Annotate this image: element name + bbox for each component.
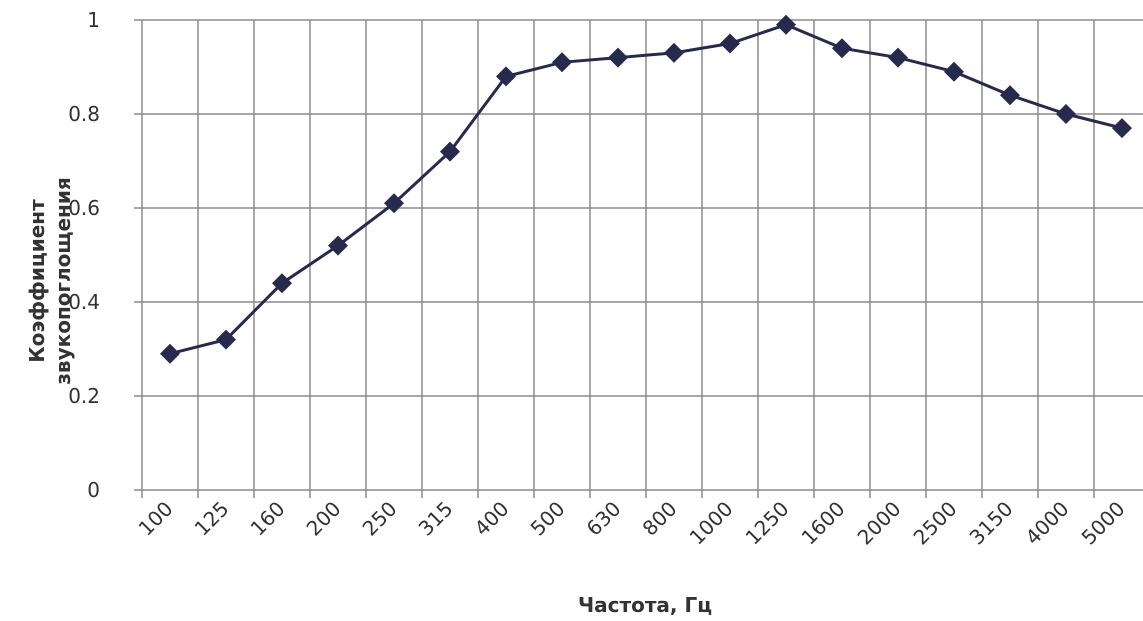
marker — [608, 47, 628, 68]
y-tick-label: 0 — [87, 478, 100, 502]
marker — [944, 61, 964, 82]
x-tick-label: 2000 — [853, 497, 906, 550]
y-tick-label: 0.2 — [68, 384, 100, 408]
x-tick-label: 400 — [470, 497, 514, 541]
x-axis-label: Частота, Гц — [578, 593, 712, 617]
x-tick-label: 2500 — [909, 497, 962, 550]
x-tick-label: 500 — [526, 497, 570, 541]
marker — [328, 235, 348, 256]
x-tick-label: 800 — [638, 497, 682, 541]
marker — [1112, 118, 1132, 139]
x-tick-label: 1250 — [741, 497, 794, 550]
marker — [776, 14, 796, 35]
marker — [496, 66, 516, 87]
x-tick-label: 100 — [134, 497, 178, 541]
x-tick-label: 160 — [246, 497, 290, 541]
x-tick-label: 3150 — [965, 497, 1018, 550]
line — [169, 23, 1123, 356]
y-tick-label: 1 — [87, 8, 100, 32]
y-tick-label: 0.6 — [68, 196, 100, 220]
marker — [384, 193, 404, 214]
marker — [832, 38, 852, 59]
x-tick-label: 630 — [582, 497, 626, 541]
y-axis-label: Коэффициент звукопоглощения — [25, 177, 75, 385]
marker — [440, 141, 460, 162]
x-tick-label: 200 — [302, 497, 346, 541]
marker — [888, 47, 908, 68]
marker — [272, 273, 292, 294]
marker — [160, 343, 180, 364]
x-tick-label: 250 — [358, 497, 402, 541]
y-tick-label: 0.4 — [68, 290, 100, 314]
x-tick-label: 5000 — [1077, 497, 1130, 550]
x-tick-label: 1000 — [685, 497, 738, 550]
x-tick-label: 1600 — [797, 497, 850, 550]
marker — [1000, 85, 1020, 106]
x-tick-label: 315 — [414, 497, 458, 541]
y-tick-label: 0.8 — [68, 102, 100, 126]
marker — [664, 42, 684, 63]
marker — [720, 33, 740, 54]
marker — [216, 329, 236, 350]
marker — [1056, 104, 1076, 124]
x-tick-label: 125 — [190, 497, 234, 541]
marker — [552, 52, 572, 73]
x-tick-label: 4000 — [1021, 497, 1074, 550]
